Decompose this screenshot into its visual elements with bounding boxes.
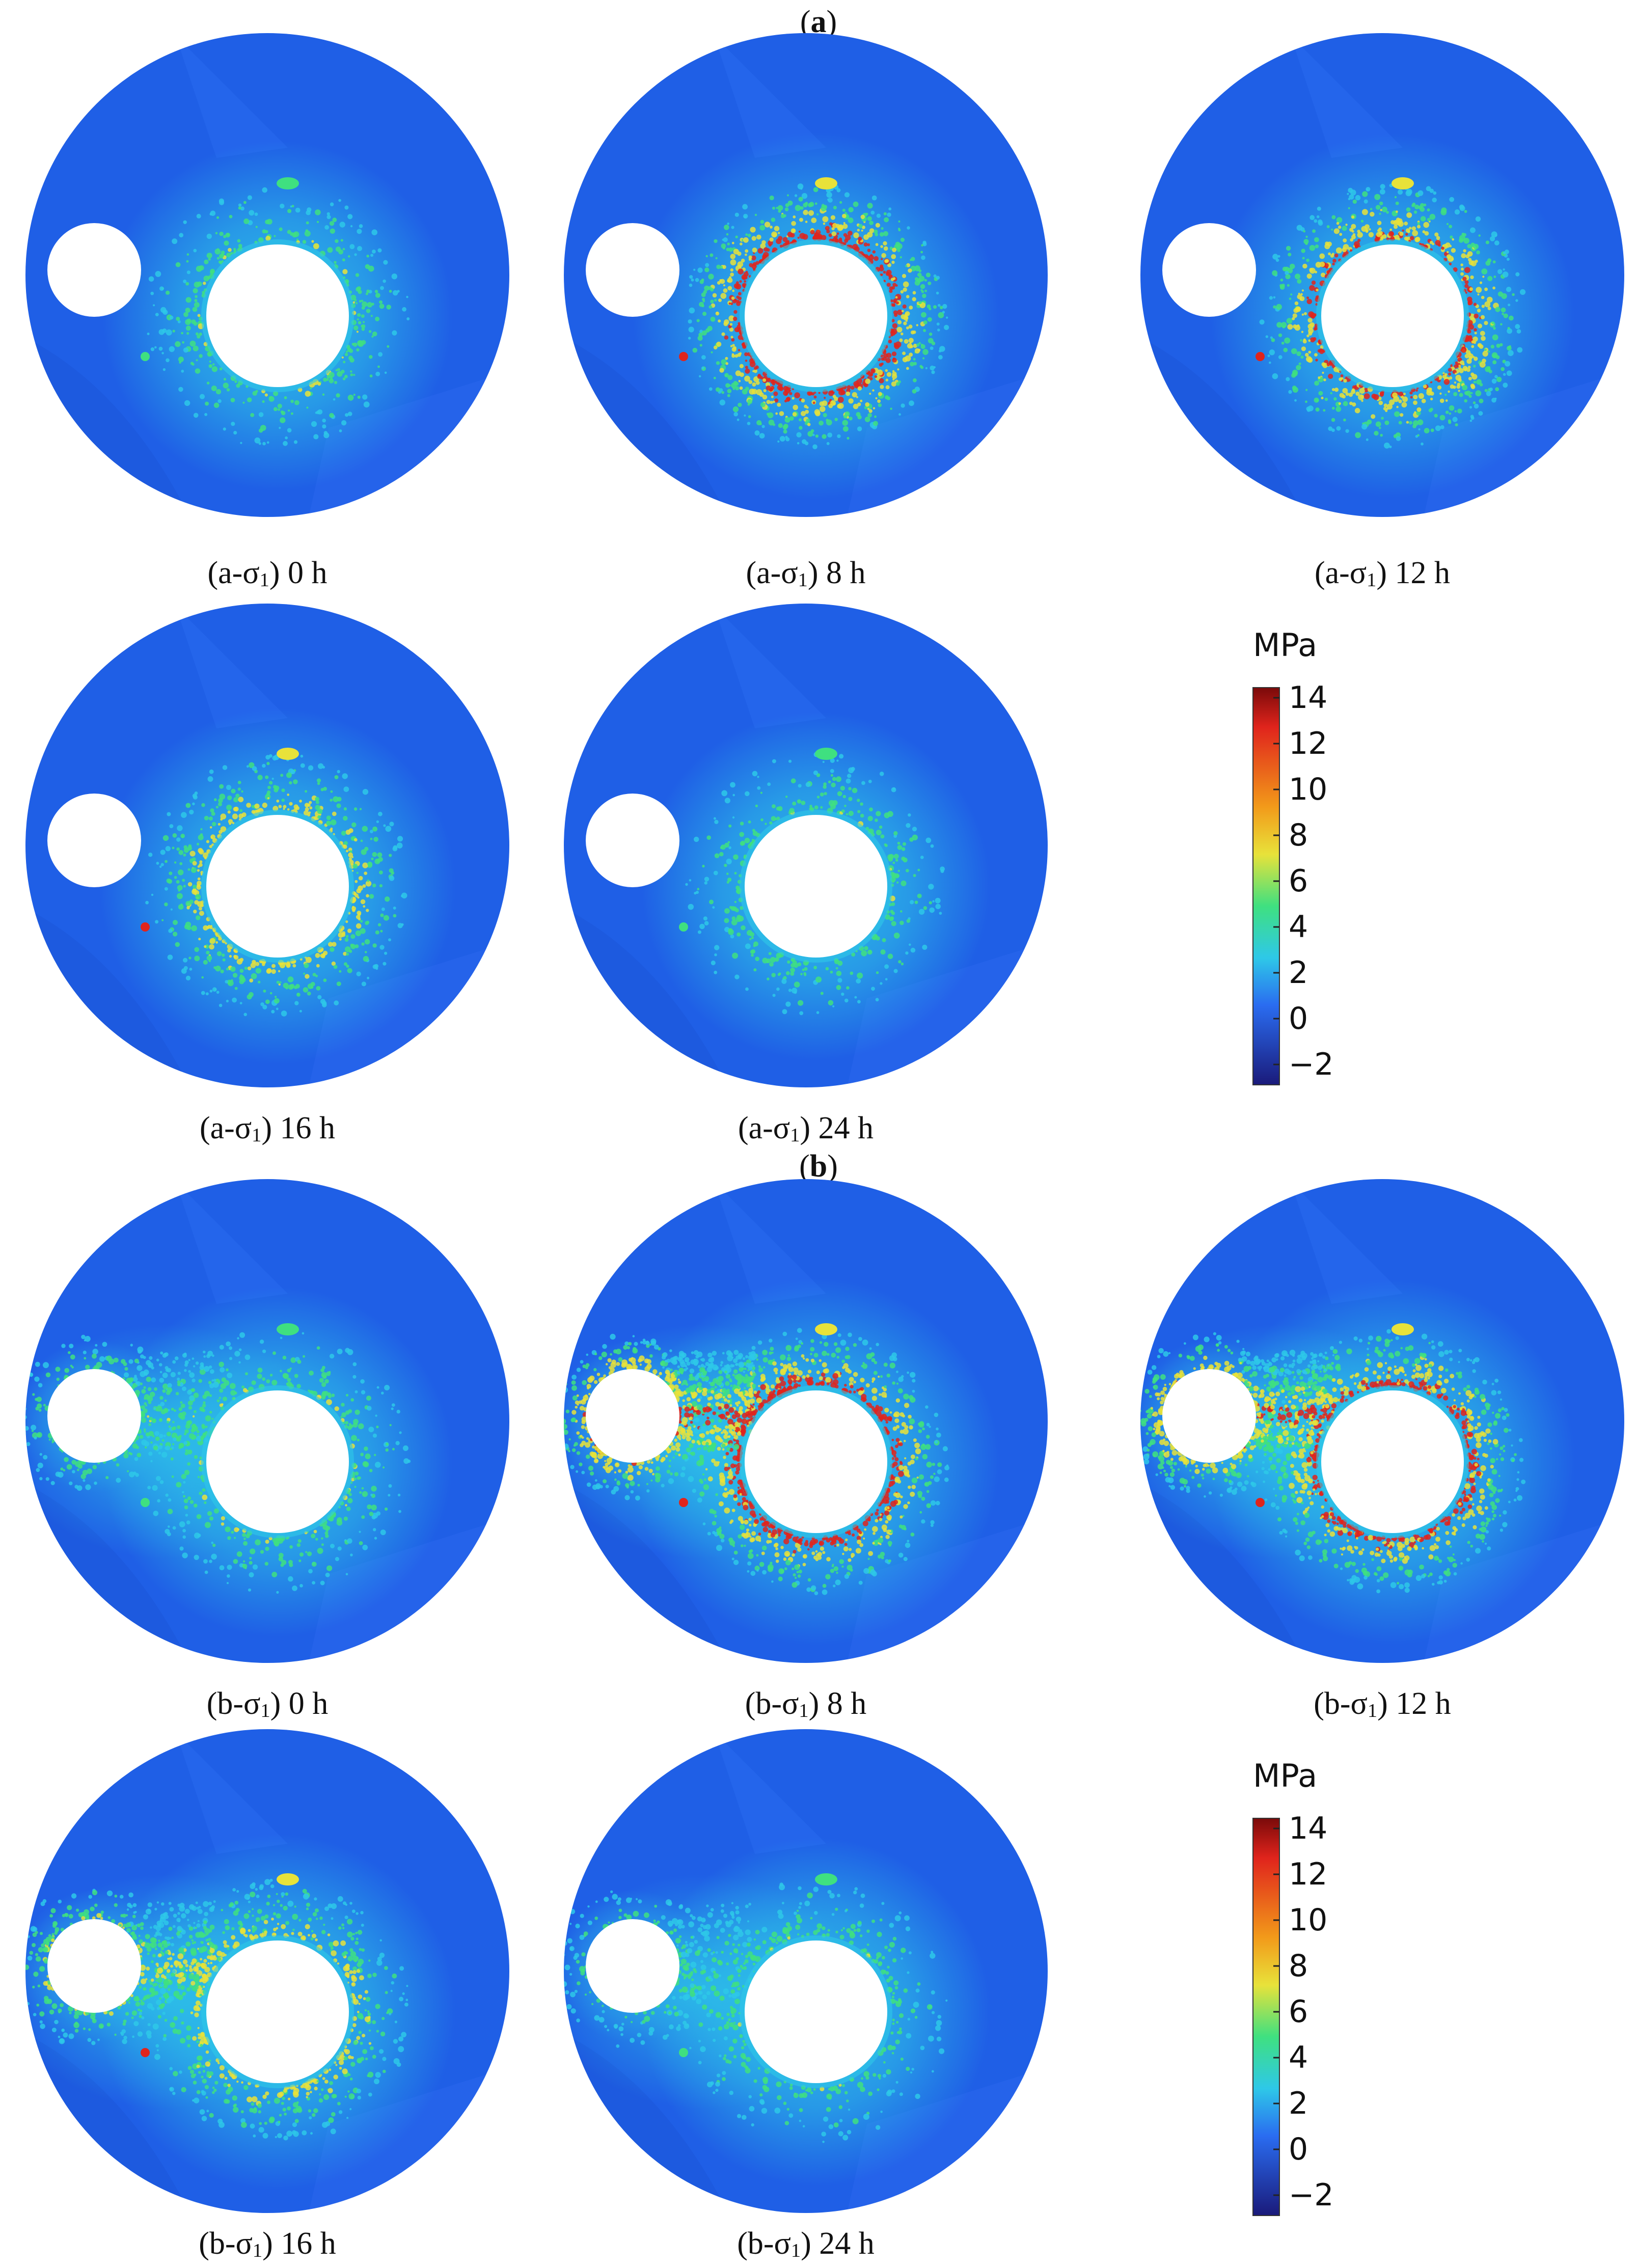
stress-field (1140, 33, 1624, 517)
colorbar-tick: 8 (1289, 817, 1308, 853)
stress-field (25, 1729, 509, 2213)
colorbar-tick: 0 (1289, 1001, 1308, 1036)
caption-a-24h: (a-σ1) 24 h (738, 1111, 874, 1146)
colorbar-tick: 2 (1289, 2086, 1308, 2121)
colorbar-tick: 10 (1289, 1902, 1328, 1938)
stress-field (564, 1179, 1048, 1663)
stress-field (564, 33, 1048, 517)
colorbar-tick: −2 (1289, 2177, 1334, 2213)
stress-field (25, 33, 509, 517)
colorbar-tick: 14 (1289, 1811, 1328, 1846)
colorbar-tick: 6 (1289, 863, 1308, 899)
panel-a-0h (23, 31, 512, 520)
colorbar-tick: 4 (1289, 909, 1308, 945)
caption-b-12h: (b-σ1) 12 h (1314, 1686, 1451, 1722)
panel-b-8h (561, 1177, 1050, 1665)
panel-a-24h (561, 601, 1050, 1090)
stress-field (25, 1179, 509, 1663)
colorbar-tick: 12 (1289, 1856, 1328, 1892)
colorbar-tick: 4 (1289, 2040, 1308, 2075)
section-a-title: (a) (800, 5, 837, 39)
panel-b-12h (1138, 1177, 1627, 1665)
colorbar-tick: 0 (1289, 2132, 1308, 2167)
colorbar-tick: 10 (1289, 772, 1328, 807)
colorbar-unit: MPa (1253, 626, 1318, 664)
colorbar-tick: 8 (1289, 1948, 1308, 1984)
caption-a-0h: (a-σ1) 0 h (207, 556, 328, 591)
stress-field (564, 604, 1048, 1087)
panel-a-16h (23, 601, 512, 1090)
colorbar-unit: MPa (1253, 1757, 1318, 1794)
stress-field (1140, 1179, 1624, 1663)
caption-a-12h: (a-σ1) 12 h (1314, 556, 1451, 591)
colorbar-tick: 14 (1289, 680, 1328, 716)
stress-field (25, 604, 509, 1087)
caption-b-0h: (b-σ1) 0 h (206, 1686, 329, 1722)
colorbar-tick: 12 (1289, 726, 1328, 761)
section-b-title: (b) (799, 1149, 838, 1184)
colorbar-tick: −2 (1289, 1047, 1334, 1082)
colorbar-a: MPa 14 12 10 8 6 4 2 0 −2 (1212, 626, 1416, 1115)
caption-b-24h: (b-σ1) 24 h (737, 2226, 875, 2261)
colorbar-tick: 2 (1289, 955, 1308, 991)
colorbar-gradient (1252, 1818, 1280, 2216)
colorbar-b: MPa 14 12 10 8 6 4 2 0 −2 (1212, 1757, 1416, 2246)
colorbar-gradient (1252, 687, 1280, 1085)
caption-b-16h: (b-σ1) 16 h (199, 2226, 336, 2261)
panel-b-0h (23, 1177, 512, 1665)
stress-field (564, 1729, 1048, 2213)
caption-b-8h: (b-σ1) 8 h (745, 1686, 867, 1722)
panel-b-16h (23, 1727, 512, 2216)
colorbar-tick: 6 (1289, 1994, 1308, 2030)
panel-a-8h (561, 31, 1050, 520)
panel-b-24h (561, 1727, 1050, 2216)
caption-a-8h: (a-σ1) 8 h (746, 556, 866, 591)
panel-a-12h (1138, 31, 1627, 520)
caption-a-16h: (a-σ1) 16 h (199, 1111, 336, 1146)
